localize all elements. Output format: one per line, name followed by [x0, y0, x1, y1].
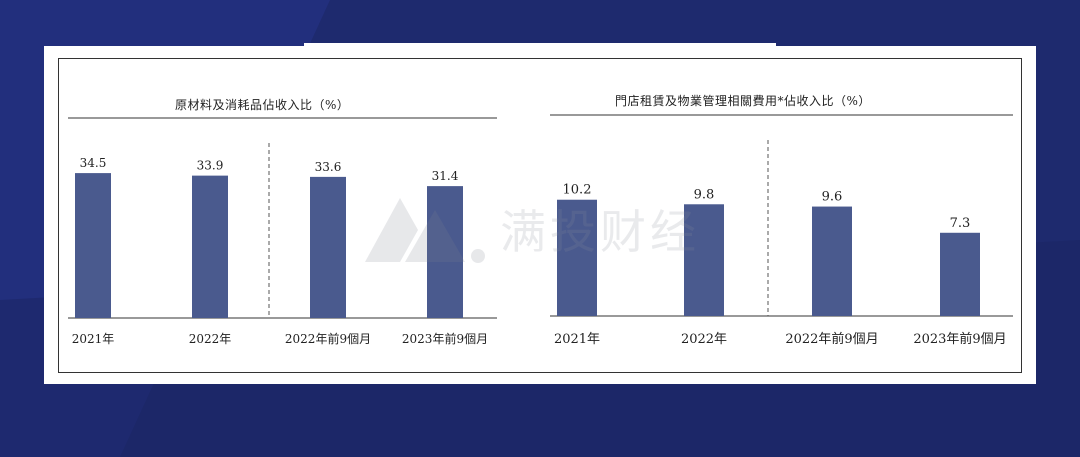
- left-bar-0: [75, 173, 111, 318]
- left-chart-title: 原材料及消耗品佔收入比（%）: [175, 98, 350, 112]
- left-value-label-2: 33.6: [315, 160, 342, 174]
- left-tick-label-1: 2022年: [189, 332, 232, 346]
- chart-frame: [58, 58, 1022, 373]
- right-tick-label-3: 2023年前9個月: [913, 331, 1006, 347]
- right-tick-label-2: 2022年前9個月: [785, 331, 878, 347]
- right-value-label-3: 7.3: [950, 216, 971, 231]
- right-bar-2: [812, 206, 852, 316]
- left-value-label-1: 33.9: [197, 159, 224, 173]
- left-tick-label-3: 2023年前9個月: [402, 331, 488, 346]
- right-chart-title: 門店租賃及物業管理相關費用*佔收入比（%）: [615, 94, 871, 108]
- right-bar-0: [557, 199, 597, 316]
- left-bar-3: [427, 186, 463, 318]
- left-tick-label-2: 2022年前9個月: [285, 331, 371, 346]
- mountain-logo-icon: [365, 198, 485, 263]
- right-tick-label-0: 2021年: [554, 332, 600, 347]
- right-bar-3: [940, 232, 980, 316]
- right-bar-1: [684, 204, 724, 316]
- left-value-label-3: 31.4: [432, 169, 459, 183]
- watermark: 满投财经: [360, 190, 740, 270]
- right-value-label-0: 10.2: [563, 183, 592, 198]
- right-value-label-2: 9.6: [822, 190, 843, 205]
- right-value-label-1: 9.8: [694, 187, 715, 202]
- left-tick-label-0: 2021年: [72, 332, 115, 346]
- panel-top-strip: [304, 43, 776, 48]
- watermark-text: 满投财经: [500, 205, 700, 259]
- left-value-label-0: 34.5: [80, 156, 107, 170]
- left-bar-1: [192, 175, 228, 318]
- right-tick-label-1: 2022年: [681, 332, 727, 347]
- left-bar-2: [310, 176, 346, 318]
